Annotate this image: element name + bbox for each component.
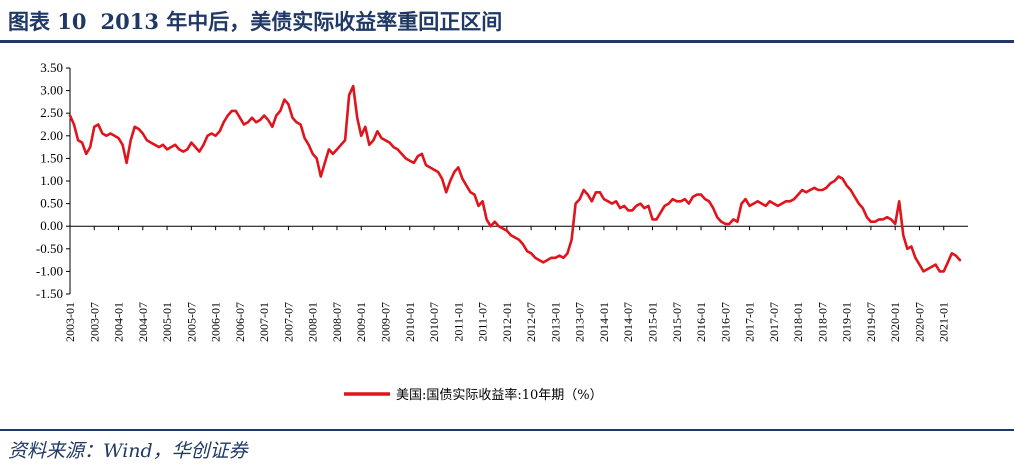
x-tick-label: 2009-07 bbox=[379, 302, 393, 342]
x-tick-label: 2016-07 bbox=[718, 302, 732, 342]
x-tick-label: 2014-01 bbox=[597, 302, 611, 342]
x-tick-label: 2011-07 bbox=[476, 302, 490, 342]
y-axis: 3.50 3.00 2.50 2.00 1.50 1.00 0.50 0.00 -0.50 -1.… bbox=[36, 60, 71, 301]
x-tick-label: 2003-07 bbox=[87, 302, 101, 342]
x-tick-label: 2019-01 bbox=[840, 302, 854, 342]
y-tick-label: -0.50 bbox=[36, 241, 63, 256]
x-tick-label: 2020-07 bbox=[912, 302, 926, 342]
x-tick-label: 2018-07 bbox=[815, 302, 829, 342]
x-tick-label: 2012-07 bbox=[524, 302, 538, 342]
bottom-rule bbox=[0, 429, 1014, 431]
legend-label: 美国:国债实际收益率:10年期（%） bbox=[396, 387, 603, 403]
x-tick-label: 2010-01 bbox=[403, 302, 417, 342]
line-chart: 3.50 3.00 2.50 2.00 1.50 1.00 0.50 0.00 -0.50 -1.… bbox=[36, 60, 968, 403]
source-note: 资料来源：Wind，华创证券 bbox=[8, 440, 248, 462]
y-tick-label: 1.00 bbox=[40, 173, 63, 188]
x-tick-label: 2016-01 bbox=[694, 302, 708, 342]
x-tick-label: 2008-07 bbox=[330, 302, 344, 342]
x-tick-label: 2015-01 bbox=[645, 302, 659, 342]
x-tick-label: 2006-07 bbox=[233, 302, 247, 342]
x-tick-label: 2011-01 bbox=[451, 302, 465, 342]
x-tick-label: 2008-01 bbox=[306, 302, 320, 342]
x-tick-label: 2004-01 bbox=[112, 302, 126, 342]
x-tick-label: 2007-07 bbox=[281, 302, 295, 342]
x-axis: 2003-01 2003-07 2004-01 2004-07 2005-01 2005-… bbox=[63, 225, 968, 342]
y-tick-label: 2.00 bbox=[40, 128, 63, 143]
x-tick-label: 2005-01 bbox=[160, 302, 174, 342]
x-tick-label: 2020-01 bbox=[888, 302, 902, 342]
y-tick-label: 0.00 bbox=[40, 218, 63, 233]
x-tick-label: 2006-01 bbox=[209, 302, 223, 342]
x-tick-label: 2013-07 bbox=[573, 302, 587, 342]
y-tick-label: 2.50 bbox=[40, 105, 63, 120]
legend: 美国:国债实际收益率:10年期（%） bbox=[344, 387, 603, 403]
figure-title-text: 2013 年中后，美债实际收益率重回正区间 bbox=[100, 9, 503, 34]
x-tick-label: 2014-07 bbox=[621, 302, 635, 342]
series-line bbox=[68, 84, 962, 273]
x-tick-label: 2017-07 bbox=[767, 302, 781, 342]
plot-area bbox=[68, 84, 962, 273]
x-tick-label: 2005-07 bbox=[184, 302, 198, 342]
figure-title: 图表 10 2013 年中后，美债实际收益率重回正区间 bbox=[8, 4, 502, 40]
y-tick-label: 1.50 bbox=[40, 150, 63, 165]
x-tick-label: 2012-01 bbox=[500, 302, 514, 342]
x-tick-label: 2007-01 bbox=[257, 302, 271, 342]
x-tick-label: 2015-07 bbox=[670, 302, 684, 342]
x-tick-label: 2013-01 bbox=[548, 302, 562, 342]
x-tick-label: 2019-07 bbox=[864, 302, 878, 342]
x-tick-label: 2018-01 bbox=[791, 302, 805, 342]
x-tick-label: 2004-07 bbox=[136, 302, 150, 342]
x-tick-label: 2010-07 bbox=[427, 302, 441, 342]
y-tick-label: -1.00 bbox=[36, 263, 63, 278]
top-rule bbox=[0, 40, 1014, 43]
y-tick-label: 3.50 bbox=[40, 60, 63, 75]
x-tick-label: 2021-01 bbox=[937, 302, 951, 342]
y-tick-label: 3.00 bbox=[40, 83, 63, 98]
x-tick-label: 2017-01 bbox=[743, 302, 757, 342]
figure-label: 图表 10 bbox=[8, 9, 87, 34]
x-tick-label: 2003-01 bbox=[63, 302, 77, 342]
y-tick-label: 0.50 bbox=[40, 196, 63, 211]
x-tick-label: 2009-01 bbox=[354, 302, 368, 342]
y-tick-label: -1.50 bbox=[36, 286, 63, 301]
